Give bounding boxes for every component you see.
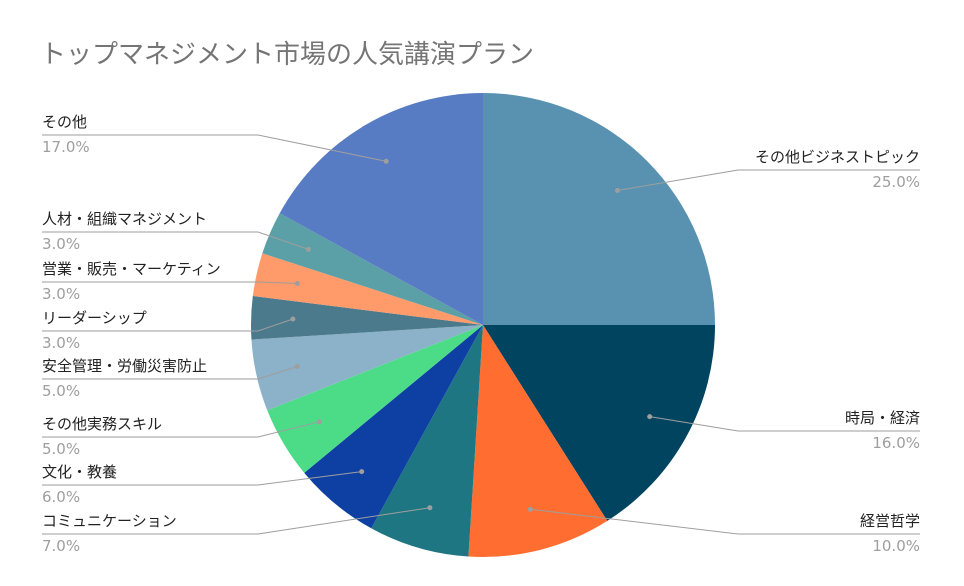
- pie-slice: [468, 325, 608, 557]
- slice-percent: 7.0%: [42, 537, 80, 555]
- pie-slice: [483, 93, 715, 325]
- leader-line: [649, 416, 920, 432]
- slice-label: その他ビジネストピック: [755, 148, 920, 166]
- leader-line: [617, 169, 920, 191]
- slice-percent: 3.0%: [42, 334, 80, 352]
- slice-label: その他実務スキル: [42, 415, 162, 433]
- slice-percent: 6.0%: [42, 488, 80, 506]
- leader-line: [42, 281, 298, 284]
- leader-line: [42, 134, 387, 162]
- slice-percent: 5.0%: [42, 440, 80, 458]
- leader-lines: [42, 134, 920, 535]
- slice-label: 文化・教養: [42, 463, 117, 481]
- slice-label: 時局・経済: [845, 409, 920, 427]
- chart-title: トップマネジメント市場の人気講演プラン: [40, 40, 535, 70]
- slice-label: その他: [42, 113, 87, 131]
- slice-labels: その他ビジネストピック 25.0% 時局・経済 16.0% 経営哲学 10.0% コミュニケ…: [42, 113, 920, 555]
- slice-percent: 3.0%: [42, 235, 80, 253]
- slice-percent: 17.0%: [42, 138, 90, 156]
- leader-line: [42, 366, 298, 380]
- pie-slice: [304, 325, 483, 529]
- leader-line: [42, 231, 309, 250]
- slice-label: コミュニケーション: [42, 512, 177, 530]
- pie-slice: [262, 213, 483, 325]
- pie-slice: [267, 325, 483, 473]
- slice-percent: 16.0%: [872, 434, 920, 452]
- slice-percent: 25.0%: [872, 173, 920, 191]
- leader-line: [42, 318, 294, 332]
- pie-slice: [252, 253, 483, 325]
- slice-percent: 10.0%: [872, 537, 920, 555]
- pie-slice: [279, 93, 483, 325]
- pie-slice: [251, 325, 483, 411]
- leader-line: [42, 507, 430, 535]
- slice-label: 経営哲学: [860, 512, 920, 530]
- slice-label: リーダーシップ: [42, 309, 147, 327]
- leader-line: [42, 471, 362, 486]
- leader-line: [42, 421, 320, 438]
- slice-percent: 5.0%: [42, 382, 80, 400]
- slice-percent: 3.0%: [42, 285, 80, 303]
- slice-label: 人材・組織マネジメント: [42, 210, 207, 228]
- slice-label: 営業・販売・マーケティン: [42, 260, 221, 278]
- leader-line: [530, 508, 920, 535]
- pie-slice: [371, 325, 483, 557]
- slice-label: 安全管理・労働災害防止: [42, 357, 207, 375]
- pie-slice: [483, 325, 715, 521]
- pie-slice: [251, 295, 483, 340]
- pie-slices: [251, 93, 715, 557]
